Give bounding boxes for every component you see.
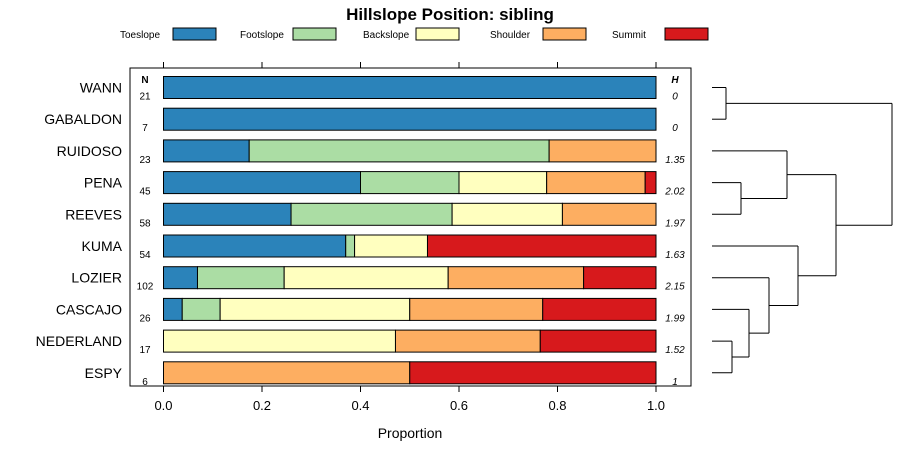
h-label-gabaldon: 0	[672, 123, 678, 134]
legend-swatch-summit	[664, 27, 709, 41]
bar-pena-summit	[644, 171, 657, 195]
bar-lozier-shoulder	[447, 266, 585, 290]
bar-pena-footslope	[360, 171, 460, 195]
row-label-lozier: LOZIER	[71, 270, 122, 286]
legend-swatch-footslope	[292, 27, 337, 41]
bar-cascajo-summit	[542, 297, 657, 321]
bar-cascajo-footslope	[181, 297, 221, 321]
bar-espy-summit	[409, 361, 657, 385]
n-label-wann: 21	[139, 92, 151, 103]
bar-reeves-footslope	[290, 202, 453, 226]
bar-kuma-toeslope	[163, 234, 347, 258]
x-tick-label: 1.0	[647, 398, 665, 413]
legend-swatch-toeslope	[172, 27, 217, 41]
n-label-espy: 6	[142, 377, 148, 388]
row-label-espy: ESPY	[85, 365, 123, 381]
bar-lozier-summit	[583, 266, 657, 290]
h-label-nederland: 1.52	[665, 345, 685, 356]
n-label-lozier: 102	[137, 282, 154, 293]
h-label-cascajo: 1.99	[665, 313, 685, 324]
bar-wann-toeslope	[163, 76, 657, 99]
row-label-wann: WANN	[80, 80, 122, 96]
bar-lozier-toeslope	[163, 266, 198, 290]
legend-swatch-shoulder	[542, 27, 587, 41]
row-label-reeves: REEVES	[65, 206, 122, 222]
legend-label-backslope: Backslope	[363, 30, 410, 41]
bars	[163, 76, 657, 385]
n-column-header: N	[141, 75, 148, 86]
bar-cascajo-shoulder	[409, 297, 544, 321]
n-label-reeves: 58	[139, 218, 151, 229]
bar-pena-backslope	[458, 171, 548, 195]
bar-lozier-footslope	[196, 266, 285, 290]
top-axis	[163, 62, 657, 68]
x-axis: 0.0 0.2 0.4 0.6 0.8 1.0	[154, 386, 665, 413]
chart-title: Hillslope Position: sibling	[346, 5, 554, 24]
bar-kuma-footslope	[345, 234, 356, 258]
n-label-ruidoso: 23	[139, 155, 151, 166]
bar-nederland-summit	[539, 329, 657, 353]
bar-kuma-summit	[426, 234, 657, 258]
bar-pena-shoulder	[546, 171, 646, 195]
x-tick-label: 0.8	[548, 398, 566, 413]
bar-reeves-toeslope	[163, 202, 292, 226]
n-label-kuma: 54	[139, 250, 151, 261]
h-label-kuma: 1.63	[665, 250, 685, 261]
bar-espy-shoulder	[163, 361, 411, 385]
h-column-header: H	[671, 75, 679, 86]
bar-pena-toeslope	[163, 171, 361, 195]
x-axis-title: Proportion	[378, 425, 443, 441]
row-label-gabaldon: GABALDON	[44, 111, 122, 127]
h-label-reeves: 1.97	[665, 218, 685, 229]
bar-reeves-backslope	[451, 202, 563, 226]
n-label-nederland: 17	[139, 345, 151, 356]
bar-kuma-backslope	[354, 234, 428, 258]
legend-label-toeslope: Toeslope	[120, 30, 160, 41]
x-tick-label: 0.0	[154, 398, 172, 413]
row-label-nederland: NEDERLAND	[36, 333, 122, 349]
plot-area: WANN GABALDON RUIDOSO PENA REEVES KUMA LOZIER C…	[36, 62, 692, 413]
bar-reeves-shoulder	[561, 202, 657, 226]
n-label-cascajo: 26	[139, 313, 151, 324]
h-labels: 0 0 1.35 2.02 1.97 1.63 2.15 1.99 1.52 1	[664, 92, 685, 388]
n-labels: 21 7 23 45 58 54 102 26 17 6	[137, 92, 154, 388]
legend-label-footslope: Footslope	[240, 30, 284, 41]
legend-swatch-backslope	[415, 27, 460, 41]
legend-label-summit: Summit	[612, 30, 646, 41]
h-label-lozier: 2.15	[664, 282, 685, 293]
row-label-cascajo: CASCAJO	[56, 301, 122, 317]
legend: Toeslope Footslope Backslope Shoulder Summit	[120, 27, 709, 41]
n-label-pena: 45	[139, 187, 151, 198]
plot-border	[129, 67, 692, 387]
dendrogram	[712, 87, 893, 374]
bar-ruidoso-toeslope	[163, 139, 250, 163]
x-tick-label: 0.2	[253, 398, 271, 413]
row-label-kuma: KUMA	[82, 238, 123, 254]
x-tick-label: 0.6	[450, 398, 468, 413]
row-labels: WANN GABALDON RUIDOSO PENA REEVES KUMA LOZIER C…	[36, 80, 123, 381]
bar-nederland-backslope	[163, 329, 396, 353]
bar-nederland-shoulder	[394, 329, 541, 353]
n-label-gabaldon: 7	[142, 123, 148, 134]
h-label-ruidoso: 1.35	[665, 155, 685, 166]
bar-gabaldon-toeslope	[163, 107, 657, 131]
x-tick-label: 0.4	[351, 398, 369, 413]
h-label-wann: 0	[672, 92, 678, 103]
bar-ruidoso-shoulder	[548, 139, 657, 163]
bar-cascajo-toeslope	[163, 297, 183, 321]
legend-label-shoulder: Shoulder	[490, 30, 531, 41]
bar-cascajo-backslope	[219, 297, 411, 321]
bar-lozier-backslope	[283, 266, 449, 290]
bar-ruidoso-footslope	[248, 139, 550, 163]
h-label-pena: 2.02	[664, 187, 685, 198]
row-label-ruidoso: RUIDOSO	[57, 143, 122, 159]
h-label-espy: 1	[672, 377, 678, 388]
row-label-pena: PENA	[84, 175, 123, 191]
